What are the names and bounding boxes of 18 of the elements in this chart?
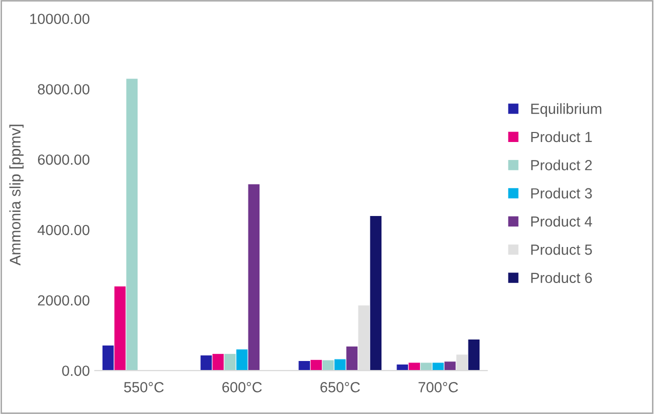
y-axis-title: Ammonia slip [ppmv] bbox=[9, 124, 24, 266]
y-tick-label: 2000.00 bbox=[38, 295, 90, 306]
x-tick-label: 550°C bbox=[124, 382, 164, 392]
y-tick-label: 8000.00 bbox=[38, 84, 90, 94]
legend-label: Product 1 bbox=[531, 131, 592, 142]
x-tick-label: 650°C bbox=[320, 382, 360, 392]
x-tick-label: 700°C bbox=[418, 382, 458, 392]
legend-label: Equilibrium bbox=[531, 103, 602, 117]
legend-label: Product 6 bbox=[531, 272, 592, 284]
y-tick-label: 6000.00 bbox=[38, 154, 90, 165]
legend-label: Product 2 bbox=[531, 160, 592, 170]
x-tick-label: 600°C bbox=[222, 382, 262, 392]
y-tick-label: 10000.00 bbox=[30, 14, 90, 24]
y-tick-label: 4000.00 bbox=[38, 224, 90, 236]
legend-label: Product 3 bbox=[531, 188, 592, 198]
y-tick-label: 0.00 bbox=[62, 366, 90, 376]
legend-label: Product 5 bbox=[531, 244, 592, 255]
legend-label: Product 4 bbox=[531, 216, 592, 227]
